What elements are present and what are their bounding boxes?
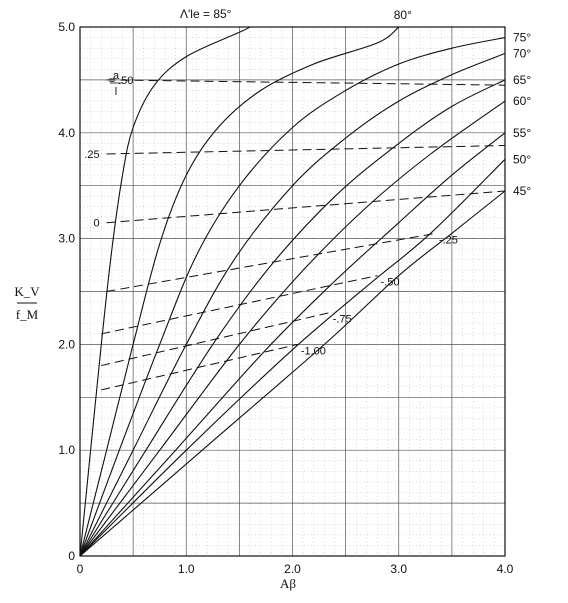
curve-label: 75° (513, 31, 531, 45)
curve-55deg (79, 132, 506, 557)
ratio-title-bottom: l (115, 86, 117, 98)
ratio-line-label: = .50 (109, 75, 134, 87)
curve-60deg (79, 100, 506, 557)
y-axis-label-top: K_V (14, 284, 40, 299)
curve-65deg (79, 79, 506, 557)
ratio-line-label: 0 (93, 218, 99, 230)
curve-label: 50° (513, 152, 531, 166)
curve-labels: 80° 75°70° 65° 60° 55° 50° 45° = .50 .25 0 -.25 -.5… (84, 8, 531, 357)
curve-label: 70° (513, 46, 531, 60)
x-tick-label: 0 (77, 562, 84, 576)
curve-50deg (79, 158, 506, 557)
ratio-lines (101, 79, 506, 391)
y-axis-label-bottom: f_M (16, 307, 39, 322)
curve-label: 60° (513, 94, 531, 108)
ratio-line-label: .25 (84, 149, 99, 161)
sweep-angle-curves (79, 26, 506, 557)
y-tick-label: 2.0 (58, 337, 75, 351)
ratio-line-label: -.25 (439, 234, 458, 246)
ratio-line (101, 343, 298, 391)
ratio-line-label: -.75 (333, 314, 352, 326)
curve-label: 80° (394, 8, 412, 22)
ratio-line (106, 190, 506, 224)
x-tick-label: 3.0 (390, 562, 407, 576)
y-tick-label: 1.0 (58, 443, 75, 457)
curve-label: 45° (513, 184, 531, 198)
ratio-line (101, 312, 330, 367)
ratio-line-label: -1.00 (301, 345, 326, 357)
x-tick-label: 4.0 (497, 562, 514, 576)
x-axis-label: Aβ (280, 576, 296, 591)
curve-label: 55° (513, 126, 531, 140)
y-tick-label: 4.0 (58, 126, 75, 140)
ratio-line (106, 144, 506, 155)
curve-80deg (79, 26, 400, 557)
curve-70deg (79, 52, 506, 557)
y-tick-label: 0 (68, 549, 75, 563)
ratio-line-label: -.50 (381, 277, 400, 289)
ratio-line (106, 79, 506, 86)
curve-75deg (79, 37, 506, 557)
top-annotation: Λ'le = 85° (180, 7, 232, 21)
curve-label: 65° (513, 73, 531, 87)
grid (80, 27, 505, 556)
plot-frame (79, 26, 506, 557)
curve-85deg (79, 26, 251, 557)
ratio-title-top: a (113, 70, 120, 82)
x-tick-label: 2.0 (284, 562, 301, 576)
ratio-line (101, 275, 378, 335)
tick-labels: 0 1.0 2.0 3.0 4.0 0 1.0 2.0 3.0 4.0 5.0 (58, 20, 513, 576)
y-tick-label: 3.0 (58, 232, 75, 246)
x-tick-label: 1.0 (178, 562, 195, 576)
y-tick-label: 5.0 (58, 20, 75, 34)
curve-45deg (79, 190, 506, 557)
